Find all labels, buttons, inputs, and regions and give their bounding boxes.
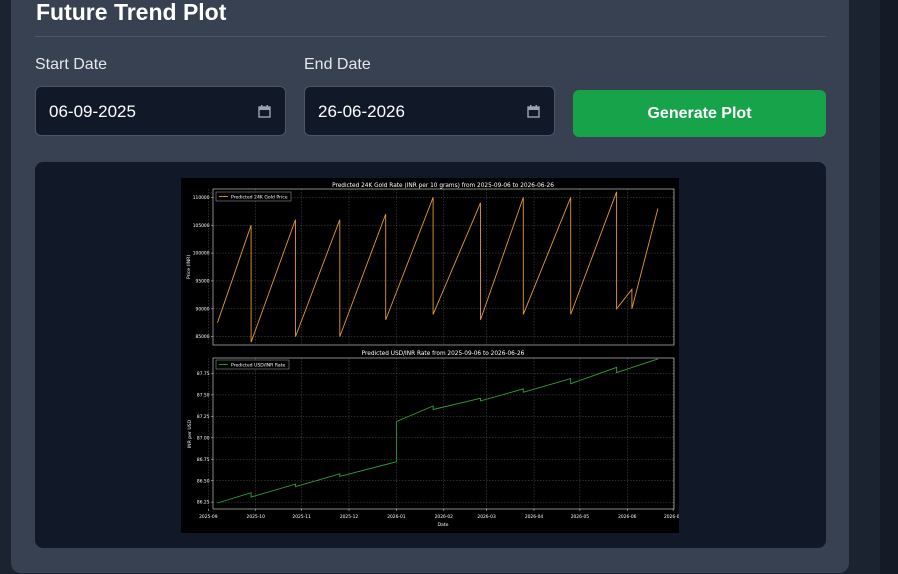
usd-legend: Predicted USD/INR Rate [215,359,290,370]
usd-x-tick-label: 2026-05 [571,514,590,520]
usd-grid [208,358,674,509]
usd-x-tick-label: 2025-12 [340,514,359,520]
trend-plot-image: Predicted 24K Gold Rate (INR per 10 gram… [181,178,679,533]
usd-x-tick-label: 2025-10 [247,514,266,520]
generate-plot-button[interactable]: Generate Plot [573,90,826,137]
start-date-value: 06-09-2025 [49,102,136,121]
usd-x-tick-label: 2026-03 [477,514,496,520]
usd-y-ticks: 86.25 86.50 86.75 87.00 87.25 87.50 87.75 [197,371,213,506]
usd-x-ticks: 2025-09 2025-10 2025-11 2025-12 2026-01 2026-… [199,509,679,520]
plot-background [181,178,679,533]
usd-y-tick-label: 87.00 [197,435,210,441]
gold-chart-title: Predicted 24K Gold Rate (INR per 10 gram… [332,183,554,189]
usd-y-tick-label: 86.50 [197,478,210,484]
gold-grid [208,189,674,345]
usd-x-tick-label: 2025-11 [292,514,311,520]
gold-y-tick-label: 100000 [193,251,210,257]
gold-y-tick-label: 110000 [193,195,210,201]
usd-x-axis-label: Date [438,522,449,528]
usd-x-tick-label: 2026-02 [435,514,454,520]
usd-x-tick-label: 2026-04 [525,514,544,520]
gold-y-tick-label: 90000 [196,306,210,312]
gold-legend: Predicted 24K Gold Price [215,191,292,202]
usd-x-tick-label: 2026-07 [664,514,679,520]
start-date-label: Start Date [35,56,108,73]
end-date-input[interactable]: 26-06-2026 [304,86,555,136]
gold-y-axis-label: Price (INR) [186,255,192,279]
usd-y-axis-label: INR per USD [187,419,193,448]
start-date-input[interactable]: 06-09-2025 [35,86,286,136]
usd-y-tick-label: 87.25 [197,414,210,420]
end-date-label: End Date [304,56,371,73]
usd-y-tick-label: 86.75 [197,457,210,463]
gold-y-tick-label: 105000 [193,223,210,229]
gold-y-ticks: 85000 90000 95000 100000 105000 110000 [193,195,213,340]
gold-plot-frame [212,188,675,346]
usd-x-tick-label: 2026-01 [387,514,406,520]
page-title: Future Trend Plot [36,0,227,25]
usd-x-tick-label: 2025-09 [199,514,218,520]
gold-y-tick-label: 95000 [196,279,210,285]
divider [35,36,826,37]
usd-y-tick-label: 86.25 [197,500,210,506]
end-date-value: 26-06-2026 [318,102,405,121]
usd-chart-title: Predicted USD/INR Rate from 2025-09-06 t… [362,351,525,357]
usd-y-tick-label: 87.75 [197,371,210,377]
usd-x-tick-label: 2026-06 [618,514,637,520]
usd-legend-label: Predicted USD/INR Rate [231,362,286,368]
gold-price-series [217,191,659,343]
calendar-icon[interactable] [527,105,540,118]
gold-legend-label: Predicted 24K Gold Price [231,194,288,200]
usd-y-tick-label: 87.50 [197,392,210,398]
calendar-icon[interactable] [258,105,271,118]
scrollbar-track[interactable] [880,0,898,574]
usd-inr-series [217,358,659,504]
gold-y-tick-label: 85000 [196,334,210,340]
